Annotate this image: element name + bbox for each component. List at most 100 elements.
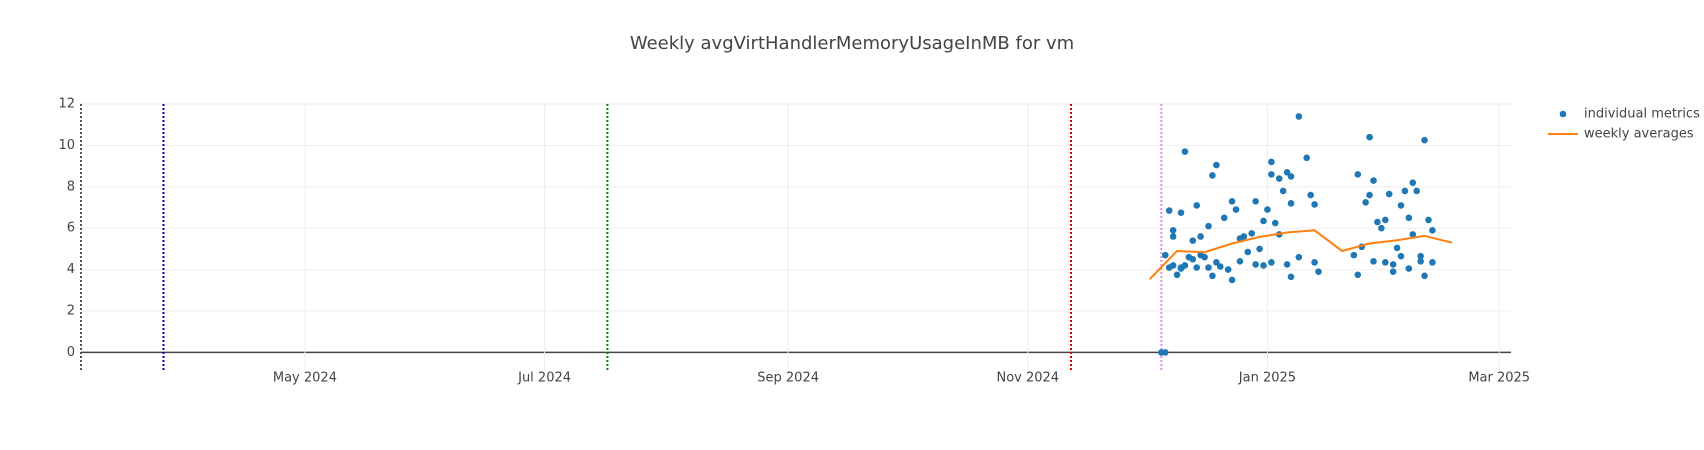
x-tick-label: May 2024 <box>273 371 337 386</box>
legend-label: individual metrics <box>1584 107 1700 122</box>
legend-label: weekly averages <box>1584 127 1694 142</box>
x-tick-label: Mar 2025 <box>1468 371 1530 386</box>
data-point <box>1279 187 1287 195</box>
data-point <box>1209 272 1216 280</box>
data-point <box>1381 216 1389 224</box>
data-point <box>1311 201 1318 208</box>
data-point <box>1405 214 1413 222</box>
data-point <box>1370 258 1377 265</box>
data-point <box>1389 261 1397 268</box>
data-point <box>1354 171 1362 178</box>
data-point <box>1354 271 1362 279</box>
data-point <box>1283 261 1291 268</box>
data-point <box>1177 209 1185 216</box>
data-point <box>1260 262 1267 269</box>
data-point <box>1287 200 1295 207</box>
data-point <box>1228 197 1236 205</box>
data-point <box>1397 202 1405 209</box>
data-point <box>1197 233 1204 240</box>
data-point <box>1173 271 1181 279</box>
data-point <box>1169 226 1177 234</box>
data-point <box>1417 258 1424 265</box>
data-point <box>1213 161 1220 169</box>
data-point <box>1252 261 1259 268</box>
data-point <box>1161 251 1169 259</box>
data-point <box>1181 262 1189 269</box>
data-point <box>1295 113 1303 120</box>
data-point <box>1315 268 1322 275</box>
data-point <box>1256 245 1263 253</box>
data-point <box>1429 226 1436 234</box>
data-point <box>1385 190 1393 198</box>
data-point <box>1295 253 1303 261</box>
y-tick-label: 2 <box>67 304 75 319</box>
data-point <box>1268 171 1275 178</box>
data-point <box>1389 268 1397 275</box>
chart-title: Weekly avgVirtHandlerMemoryUsageInMB for… <box>630 33 1074 54</box>
data-point <box>1268 259 1275 266</box>
data-line <box>1148 229 1453 281</box>
data-point <box>1271 219 1279 227</box>
data-point <box>1201 253 1208 261</box>
data-point <box>1275 175 1283 182</box>
data-point <box>1205 222 1212 230</box>
data-point <box>1161 349 1169 356</box>
data-point <box>1264 206 1271 213</box>
data-point <box>1421 272 1428 280</box>
data-point <box>1374 218 1381 226</box>
data-point <box>1366 133 1373 141</box>
data-point <box>1287 173 1295 180</box>
data-point <box>1405 265 1413 272</box>
data-point <box>1248 230 1256 237</box>
data-point <box>1393 244 1401 252</box>
data-point <box>1181 148 1189 155</box>
data-point <box>1193 202 1201 209</box>
data-point <box>1417 252 1424 260</box>
data-point <box>1283 169 1291 176</box>
data-point <box>1425 216 1432 224</box>
x-tick-label: Nov 2024 <box>996 371 1059 386</box>
data-point <box>1165 207 1173 214</box>
y-tick-label: 8 <box>67 179 75 194</box>
data-point <box>1413 187 1421 195</box>
data-point <box>1228 276 1236 284</box>
data-point <box>1236 258 1244 265</box>
data-point <box>1268 158 1275 166</box>
data-point <box>1260 217 1267 225</box>
data-point <box>1224 266 1232 273</box>
data-point <box>1240 233 1248 240</box>
data-point <box>1244 248 1252 256</box>
x-tick-label: Sep 2024 <box>757 371 819 386</box>
data-point <box>1397 252 1405 260</box>
data-point <box>1287 273 1295 281</box>
data-point <box>1311 259 1318 266</box>
data-point <box>1409 179 1417 186</box>
data-point <box>1169 262 1177 269</box>
data-point <box>1232 206 1240 213</box>
y-tick-label: 0 <box>67 345 75 360</box>
data-point <box>1307 191 1314 199</box>
data-point <box>1362 199 1369 206</box>
data-point <box>1216 263 1224 270</box>
data-point <box>1189 237 1197 244</box>
data-point <box>1350 251 1358 259</box>
data-point <box>1378 224 1385 232</box>
data-point <box>1169 233 1177 240</box>
data-point <box>1366 191 1373 199</box>
data-point <box>1189 255 1197 263</box>
data-point <box>1193 264 1201 271</box>
y-tick-label: 10 <box>58 138 75 153</box>
y-tick-label: 12 <box>58 97 75 112</box>
data-point <box>1381 259 1389 266</box>
y-tick-label: 4 <box>67 262 75 277</box>
data-point <box>1401 187 1409 195</box>
data-point <box>1409 231 1417 238</box>
y-tick-label: 6 <box>67 221 75 236</box>
data-point <box>1205 264 1212 271</box>
data-point <box>1421 136 1428 144</box>
data-point <box>1252 197 1259 205</box>
data-point <box>1213 259 1220 266</box>
data-point <box>1209 172 1216 179</box>
